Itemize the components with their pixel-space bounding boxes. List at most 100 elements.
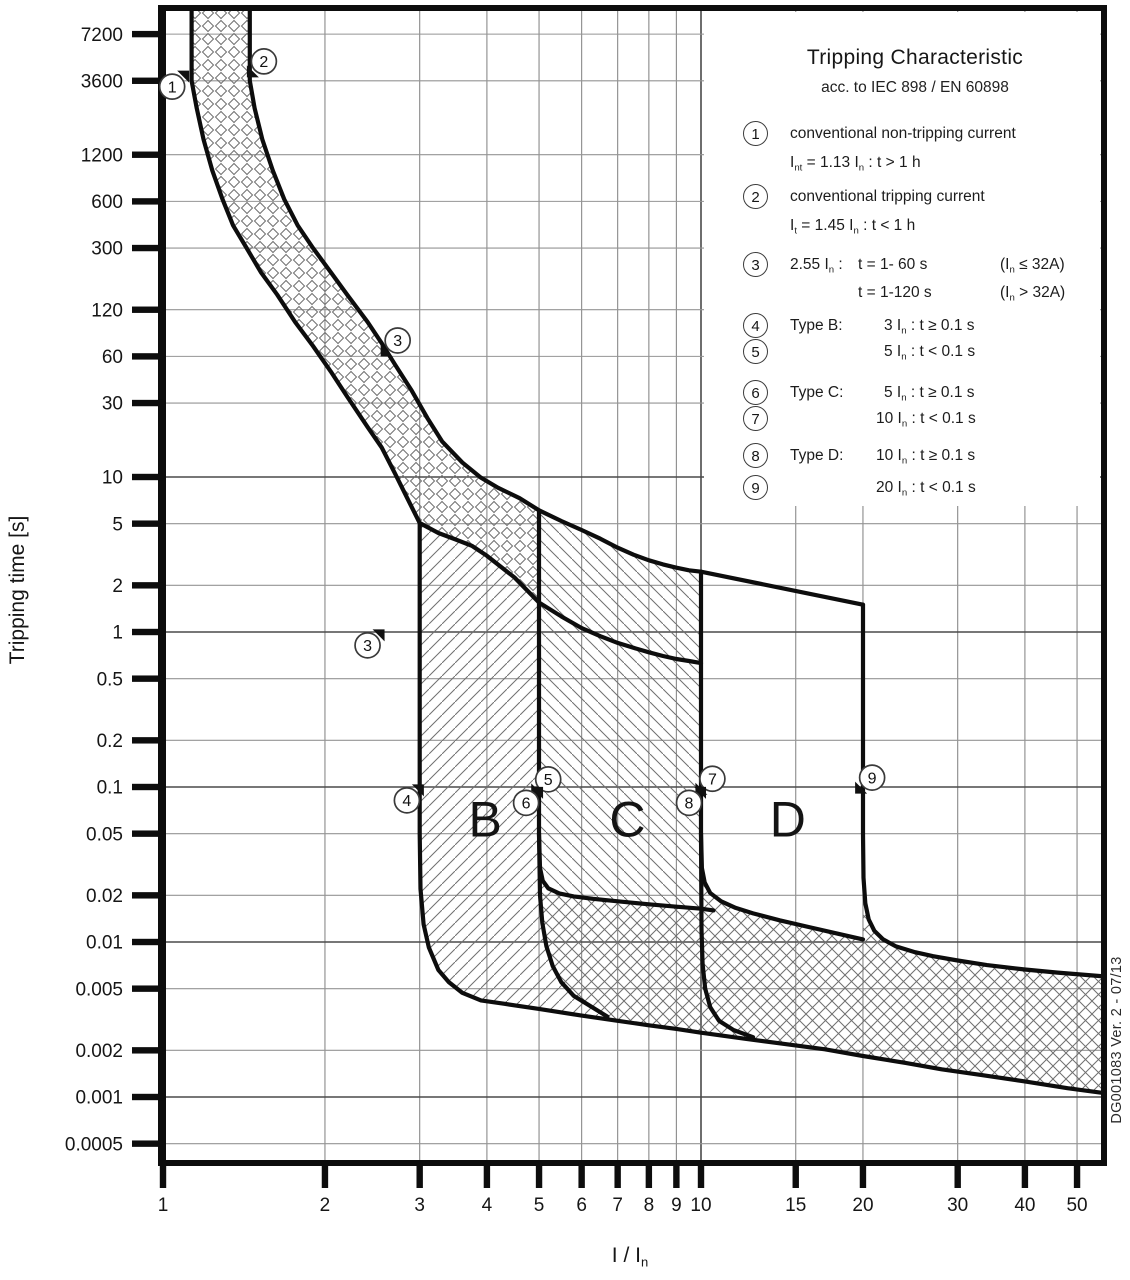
- marker-arrow: [694, 786, 707, 799]
- x-tick-label: 40: [1014, 1195, 1035, 1216]
- x-tick: [645, 1163, 653, 1188]
- marker-number: 5: [544, 772, 553, 789]
- chart-marker-9: 9: [855, 764, 886, 794]
- marker-arrow: [380, 344, 393, 357]
- chart-marker-1: 1: [158, 70, 190, 100]
- x-tick: [578, 1163, 585, 1188]
- curves: [189, 6, 1106, 1096]
- y-tick-label: 0.02: [86, 886, 123, 907]
- y-tick: [132, 1047, 163, 1054]
- marker-arrow: [411, 784, 424, 797]
- marker-number: 9: [868, 770, 877, 787]
- y-tick: [132, 306, 163, 313]
- y-tick: [132, 473, 163, 481]
- x-tick-label: 2: [320, 1195, 331, 1216]
- y-tick-label: 0.05: [86, 824, 123, 845]
- marker-circle: [354, 632, 381, 659]
- y-tick: [132, 77, 163, 84]
- x-tick: [321, 1163, 329, 1188]
- marker-circle: [158, 73, 186, 100]
- marker-circle: [858, 764, 886, 791]
- marker-circle: [250, 48, 278, 75]
- x-tick-label: 3: [414, 1195, 425, 1216]
- y-tick-label: 7200: [81, 25, 123, 46]
- y-tick-label: 120: [91, 300, 123, 321]
- zone-label-C: C: [609, 792, 645, 848]
- y-tick: [132, 985, 163, 992]
- x-tick-label: 1: [158, 1195, 169, 1216]
- x-tick: [614, 1163, 621, 1188]
- x-tick-label: 30: [947, 1195, 968, 1216]
- y-tick: [132, 783, 163, 791]
- y-tick: [132, 830, 163, 837]
- x-tick: [1021, 1163, 1029, 1188]
- curve-d-20In-boundary: [860, 602, 1106, 979]
- y-tick-label: 0.1: [97, 778, 123, 799]
- marker-number: 6: [522, 796, 531, 813]
- y-tick: [132, 353, 163, 360]
- y-tick: [132, 399, 163, 407]
- curve-thermal-upper-limit-1.45In: [247, 6, 866, 607]
- zone-label-D: D: [770, 792, 806, 848]
- marker-circle: [384, 327, 412, 354]
- curve-b-5In-outer-corner: [536, 831, 716, 913]
- chart-marker-4: 4: [393, 784, 424, 814]
- x-tick-label: 8: [644, 1195, 655, 1216]
- x-tick: [535, 1163, 543, 1188]
- marker-circle: [393, 787, 421, 814]
- x-tick: [673, 1163, 680, 1188]
- curve-c-5In-inner-corner: [536, 831, 610, 1019]
- marker-number: 1: [168, 79, 177, 96]
- y-tick-label: 0.005: [75, 979, 123, 1000]
- x-tick: [1073, 1163, 1081, 1188]
- x-tick-label: 15: [785, 1195, 806, 1216]
- x-tick: [159, 1163, 167, 1188]
- x-tick: [859, 1163, 867, 1188]
- y-tick: [132, 30, 163, 38]
- zone-type-c-zone: [539, 510, 1104, 1094]
- marker-number: 3: [393, 333, 402, 350]
- y-tick: [132, 628, 163, 636]
- y-tick: [132, 1140, 163, 1147]
- y-tick-label: 0.2: [97, 731, 123, 752]
- y-tick-label: 1: [112, 623, 123, 644]
- y-tick: [132, 892, 163, 899]
- x-tick-label: 10: [690, 1195, 711, 1216]
- axis-ticks: 7200360012006003001206030105210.50.20.10…: [65, 25, 1088, 1216]
- x-tick: [954, 1163, 961, 1188]
- y-tick-label: 3600: [81, 71, 123, 92]
- marker-arrow: [246, 65, 259, 78]
- x-tick-label: 4: [482, 1195, 493, 1216]
- marker-number: 7: [708, 772, 717, 789]
- x-tick: [792, 1163, 799, 1188]
- marker-arrow: [531, 786, 544, 799]
- x-tick-label: 7: [612, 1195, 623, 1216]
- y-tick-label: 30: [102, 394, 123, 415]
- marker-number: 4: [402, 793, 411, 810]
- chart-marker-2: 2: [246, 48, 278, 78]
- x-tick-label: 20: [852, 1195, 873, 1216]
- x-tick-label: 5: [534, 1195, 545, 1216]
- y-tick-label: 0.001: [75, 1088, 123, 1109]
- marker-number: 3: [363, 638, 372, 655]
- marker-arrow: [855, 781, 868, 794]
- x-tick: [416, 1163, 423, 1188]
- y-tick: [132, 582, 163, 589]
- marker-circle: [534, 766, 562, 793]
- y-tick-label: 2: [112, 576, 123, 597]
- y-tick: [132, 151, 163, 158]
- marker-number: 2: [259, 54, 268, 71]
- y-tick: [132, 1093, 163, 1101]
- curve-type-b-3In-boundary: [417, 520, 1106, 1096]
- y-tick-label: 0.01: [86, 933, 123, 954]
- marker-circle: [699, 765, 726, 793]
- y-tick: [132, 675, 163, 682]
- y-tick-label: 5: [112, 514, 123, 535]
- chart-marker-3: 3: [380, 327, 412, 357]
- marker-number: 8: [685, 796, 694, 813]
- x-tick: [697, 1163, 705, 1188]
- y-tick-label: 60: [102, 347, 123, 368]
- y-tick-label: 600: [91, 192, 123, 213]
